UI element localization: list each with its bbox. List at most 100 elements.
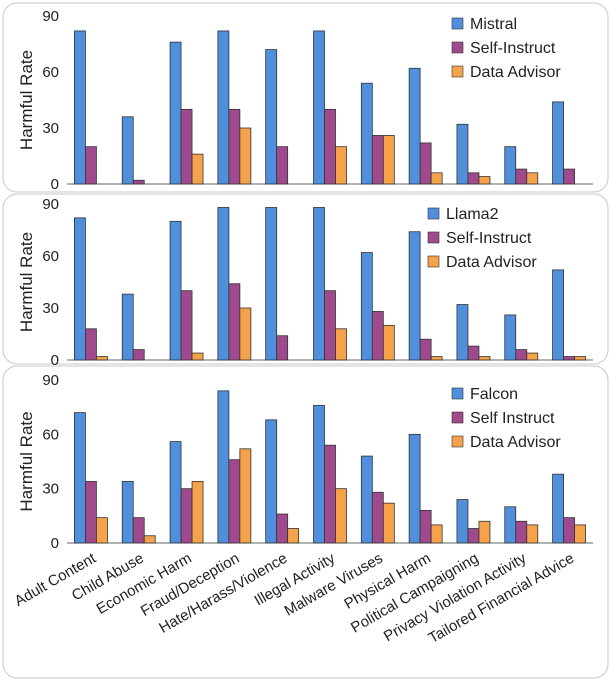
bar-data-advisor (430, 172, 443, 185)
bar-llama2 (169, 220, 182, 361)
bar-self-instruct (85, 146, 97, 185)
bar-self-instruct (563, 517, 575, 544)
legend-swatch (451, 387, 464, 400)
bar-mistral (217, 30, 230, 185)
legend-swatch (451, 17, 464, 30)
bar-data-advisor (574, 524, 586, 544)
bar-mistral (169, 41, 182, 185)
bar-data-advisor (239, 448, 252, 544)
bar-llama2 (313, 207, 325, 361)
bar-llama2 (408, 231, 421, 361)
legend-swatch (451, 41, 464, 54)
legend-swatch (427, 255, 440, 268)
bar-data-advisor (526, 172, 539, 185)
bar-mistral (121, 116, 134, 185)
bar-data-advisor (96, 517, 108, 544)
bar-mistral (504, 146, 517, 185)
bar-self-instruct (419, 142, 432, 185)
bar-data-advisor (478, 520, 491, 544)
bar-self-instruct (228, 108, 241, 185)
bar-self-instruct (515, 168, 528, 185)
bar-llama2 (456, 304, 469, 361)
bar-data-advisor (191, 352, 204, 361)
bar-data-advisor (143, 535, 156, 544)
bar-self-instruct (324, 444, 336, 544)
bar-llama2 (504, 314, 517, 361)
chart-0: 0 30 60 90 Harmful Rate Mistral Self-Instruct D… (17, 8, 593, 193)
legend-swatch (451, 435, 464, 448)
y-tick-label: 90 (42, 8, 59, 25)
bar-falcon (121, 481, 134, 544)
y-tick-label: 30 (42, 120, 59, 137)
bar-mistral (552, 101, 564, 185)
y-tick-label: 0 (51, 535, 59, 552)
bar-llama2 (121, 293, 134, 361)
bar-self-instruct (467, 172, 480, 185)
bar-self-instruct (132, 179, 145, 185)
bar-llama2 (74, 217, 86, 361)
bar-falcon (408, 433, 421, 544)
bar-data-advisor (478, 356, 491, 361)
legend-swatch (427, 207, 440, 220)
bar-data-advisor (382, 324, 395, 361)
bar-self-instruct (324, 290, 336, 361)
bar-falcon (265, 419, 278, 544)
panel-frame-llama2 (2, 193, 609, 365)
charts-root: 0 30 60 90 Harmful Rate Mistral Self-Instruct D… (12, 8, 593, 647)
y-tick-label: 90 (42, 372, 59, 389)
bar-self-instruct (180, 488, 193, 544)
chart-2: 0 30 60 90 Harmful Rate Falcon Self Instruct Da… (12, 372, 593, 647)
bar-data-advisor (382, 502, 395, 544)
bar-self-instruct (228, 283, 241, 361)
legend-label: Mistral (470, 16, 517, 33)
bar-llama2 (360, 252, 373, 361)
bar-mistral (313, 30, 325, 185)
bar-self-instruct (371, 311, 384, 361)
bar-self-instruct (467, 528, 480, 544)
bar-data-advisor (526, 524, 539, 544)
y-tick-label: 30 (42, 300, 59, 317)
legend-swatch (451, 411, 464, 424)
bar-self-instruct (85, 328, 97, 361)
bar-falcon (360, 455, 373, 544)
legend-label: Data Advisor (446, 254, 537, 271)
y-axis-title: Harmful Rate (17, 232, 36, 332)
legend-swatch (427, 231, 440, 244)
bar-data-advisor (335, 328, 347, 361)
bar-data-advisor (574, 356, 586, 361)
y-tick-label: 60 (42, 426, 59, 443)
panel-frame-falcon (2, 365, 609, 679)
bar-falcon (504, 506, 517, 544)
bar-data-advisor (526, 352, 539, 361)
bar-falcon (169, 441, 182, 544)
bar-self-instruct (276, 335, 289, 361)
bar-data-advisor (96, 356, 108, 361)
panel-frame-mistral (2, 2, 609, 193)
bar-self-instruct (180, 108, 193, 185)
y-axis-title: Harmful Rate (17, 411, 36, 511)
bar-self-instruct (132, 349, 145, 361)
legend-label: Data Advisor (470, 434, 561, 451)
bar-mistral (360, 82, 373, 185)
legend-label: Falcon (470, 386, 518, 403)
bar-self-instruct (419, 509, 432, 544)
chart-1: 0 30 60 90 Harmful Rate Llama2 Self-Instruct Da… (17, 196, 593, 369)
bar-self-instruct (371, 491, 384, 544)
y-tick-label: 0 (51, 176, 59, 193)
legend-label: Self-Instruct (470, 40, 556, 57)
bar-mistral (74, 30, 86, 185)
y-tick-label: 30 (42, 481, 59, 498)
bar-llama2 (552, 269, 564, 361)
bar-data-advisor (430, 356, 443, 361)
bar-self-instruct (419, 338, 432, 361)
bar-data-advisor (191, 153, 204, 185)
bar-self-instruct (276, 513, 289, 544)
y-tick-label: 0 (51, 352, 59, 369)
bar-mistral (265, 49, 278, 185)
bar-self-instruct (132, 517, 145, 544)
y-axis-title: Harmful Rate (17, 50, 36, 150)
bar-data-advisor (287, 528, 300, 544)
bar-falcon (217, 390, 230, 544)
bar-data-advisor (335, 146, 347, 185)
